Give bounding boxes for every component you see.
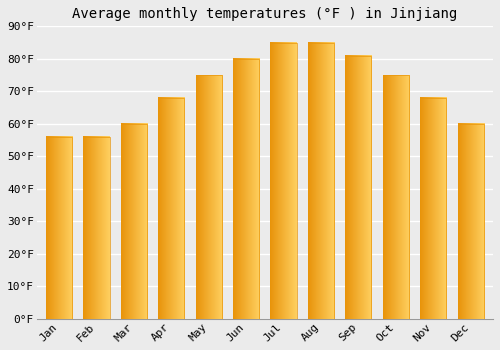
- Bar: [121, 124, 147, 319]
- Bar: [46, 137, 72, 319]
- Bar: [84, 137, 110, 319]
- Bar: [270, 43, 296, 319]
- Bar: [158, 98, 184, 319]
- Bar: [382, 75, 409, 319]
- Title: Average monthly temperatures (°F ) in Jinjiang: Average monthly temperatures (°F ) in Ji…: [72, 7, 458, 21]
- Bar: [458, 124, 483, 319]
- Bar: [308, 43, 334, 319]
- Bar: [346, 56, 372, 319]
- Bar: [420, 98, 446, 319]
- Bar: [233, 59, 260, 319]
- Bar: [196, 75, 222, 319]
